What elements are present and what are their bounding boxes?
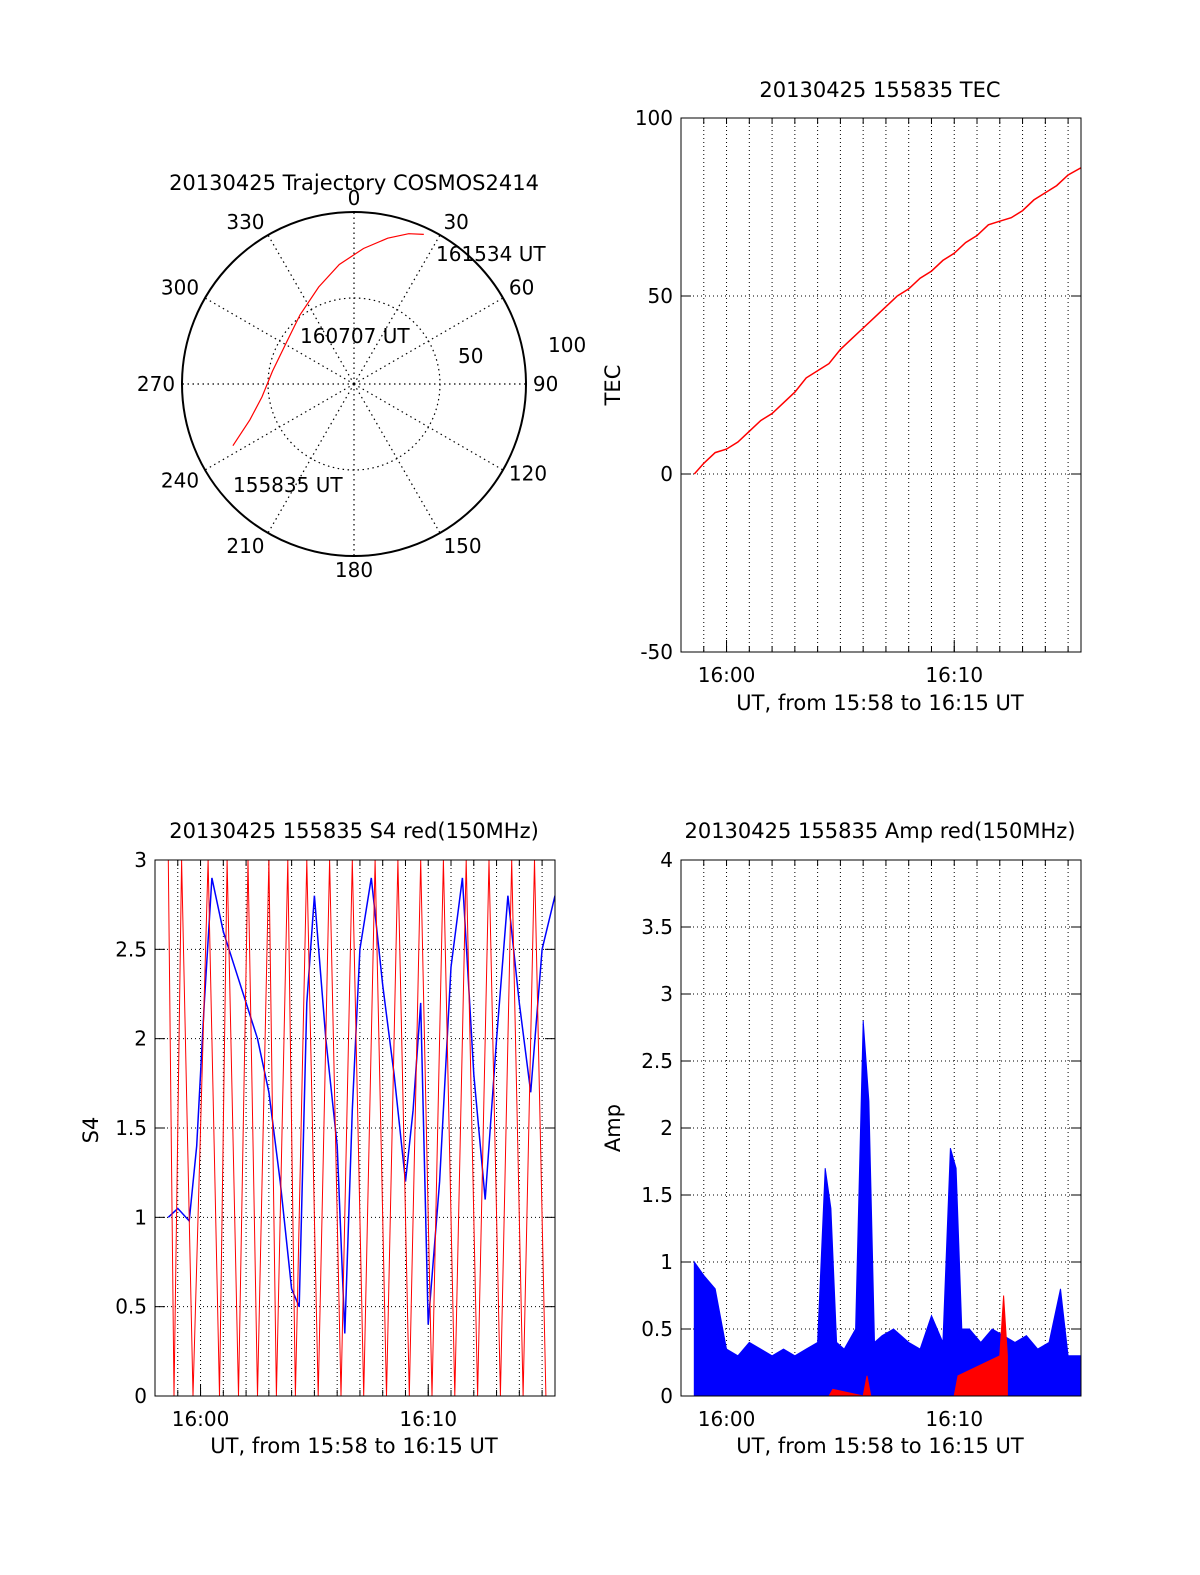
series-line — [693, 167, 1081, 475]
tec-xlabel: UT, from 15:58 to 16:15 UT — [736, 691, 1024, 715]
polar-radius-label: 100 — [548, 333, 586, 357]
x-tick-label: 16:10 — [925, 663, 983, 687]
x-tick-label: 16:00 — [698, 663, 756, 687]
polar-azimuth-label: 240 — [161, 468, 199, 492]
plot-area — [167, 860, 555, 1396]
y-tick-label: 3 — [134, 848, 147, 872]
polar-spoke — [267, 234, 355, 385]
tec-title: 20130425 155835 TEC — [759, 78, 1000, 102]
y-tick-label: 2.5 — [641, 1049, 673, 1073]
x-tick-label: 16:10 — [399, 1407, 457, 1431]
trajectory-end-label: 161534 UT — [436, 242, 546, 266]
series-area — [693, 1020, 1081, 1396]
polar-spoke — [204, 383, 355, 471]
plot-area — [693, 1020, 1081, 1396]
y-tick-label: 3.5 — [641, 915, 673, 939]
s4-xlabel: UT, from 15:58 to 16:15 UT — [210, 1434, 498, 1458]
tec-ylabel: TEC — [601, 365, 625, 407]
s4-panel: 20130425 155835 S4 red(150MHz) UT, from … — [79, 819, 556, 1458]
y-tick-label: 1 — [134, 1205, 147, 1229]
polar-azimuth-label: 180 — [335, 558, 373, 582]
y-tick-label: 0.5 — [641, 1317, 673, 1341]
plot-area — [693, 167, 1081, 475]
polar-azimuth-label: 270 — [137, 372, 175, 396]
amp-ylabel: Amp — [601, 1104, 625, 1152]
amp-panel: 20130425 155835 Amp red(150MHz) UT, from… — [601, 819, 1082, 1458]
trajectory-mid-label: 160707 UT — [300, 324, 410, 348]
polar-spoke — [353, 234, 441, 385]
y-tick-label: 0 — [660, 462, 673, 486]
amp-xlabel: UT, from 15:58 to 16:15 UT — [736, 1434, 1024, 1458]
series-line — [167, 860, 547, 1396]
s4-ylabel: S4 — [79, 1117, 103, 1144]
series-line — [167, 877, 555, 1334]
polar-spoke — [353, 383, 441, 534]
trajectory-start-label: 155835 UT — [233, 473, 343, 497]
y-tick-label: 100 — [635, 106, 673, 130]
y-tick-label: 0 — [660, 1384, 673, 1408]
polar-radius-label: 50 — [458, 344, 483, 368]
plot-frame — [680, 859, 1082, 1397]
y-tick-label: 50 — [648, 284, 673, 308]
tec-panel: 20130425 155835 TEC UT, from 15:58 to 16… — [601, 78, 1082, 715]
polar-azimuth-label: 0 — [348, 186, 361, 210]
polar-azimuth-label: 150 — [443, 534, 481, 558]
polar-title: 20130425 Trajectory COSMOS2414 — [169, 171, 539, 195]
polar-azimuth-label: 300 — [161, 276, 199, 300]
polar-azimuth-label: 330 — [226, 210, 264, 234]
plot-frame — [154, 859, 556, 1397]
plot-frame — [680, 117, 1082, 653]
y-tick-label: 1 — [660, 1250, 673, 1274]
s4-title: 20130425 155835 S4 red(150MHz) — [169, 819, 539, 843]
y-tick-label: 4 — [660, 848, 673, 872]
polar-trajectory-panel: 20130425 Trajectory COSMOS2414 0 30 60 90 12… — [137, 171, 586, 582]
polar-azimuth-label: 90 — [533, 372, 558, 396]
y-tick-label: 1.5 — [115, 1116, 147, 1140]
y-tick-label: 0 — [134, 1384, 147, 1408]
y-tick-label: 2 — [660, 1116, 673, 1140]
polar-spoke — [204, 297, 355, 385]
y-tick-label: 1.5 — [641, 1183, 673, 1207]
series-area — [828, 1295, 1008, 1396]
polar-spoke — [353, 383, 504, 471]
x-tick-label: 16:10 — [925, 1407, 983, 1431]
y-tick-label: 0.5 — [115, 1295, 147, 1319]
polar-outer-ring — [181, 211, 527, 557]
x-tick-label: 16:00 — [172, 1407, 230, 1431]
amp-title: 20130425 155835 Amp red(150MHz) — [684, 819, 1075, 843]
y-tick-label: 3 — [660, 982, 673, 1006]
y-tick-label: -50 — [640, 640, 673, 664]
polar-spoke — [353, 297, 504, 385]
trajectory-line — [232, 233, 424, 447]
polar-azimuth-label: 210 — [226, 534, 264, 558]
polar-azimuth-label: 30 — [443, 210, 468, 234]
y-tick-label: 2.5 — [115, 937, 147, 961]
x-tick-label: 16:00 — [698, 1407, 756, 1431]
polar-spoke — [267, 383, 355, 534]
y-tick-label: 2 — [134, 1027, 147, 1051]
polar-azimuth-label: 120 — [509, 461, 547, 485]
polar-azimuth-label: 60 — [509, 276, 534, 300]
